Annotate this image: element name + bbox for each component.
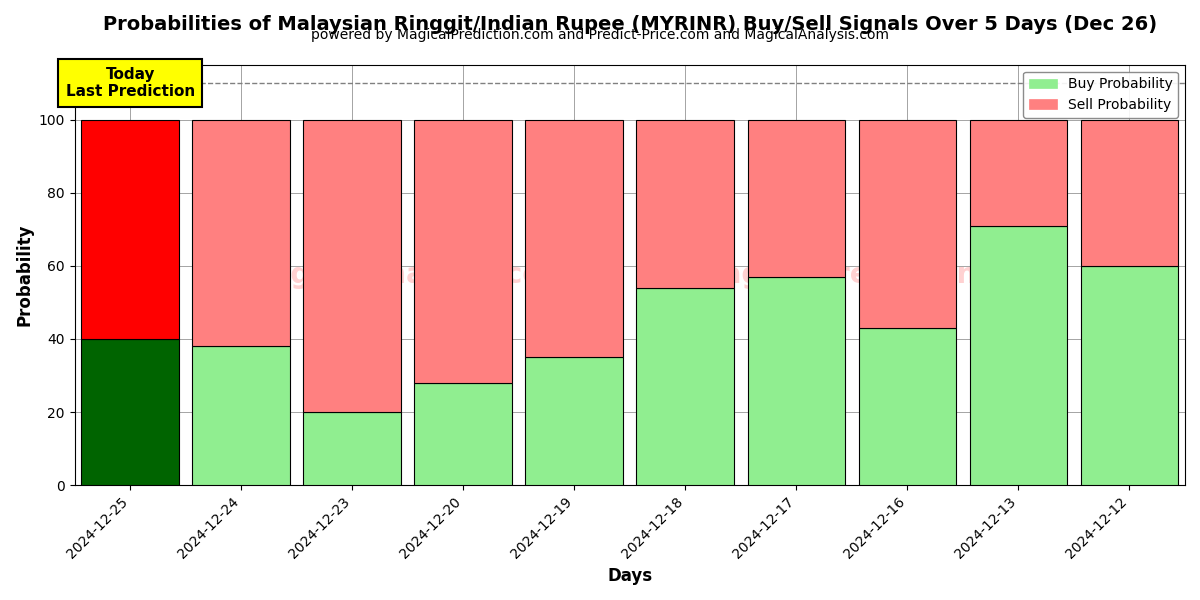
Bar <box>526 357 623 485</box>
Text: MagicalAnalysis.com: MagicalAnalysis.com <box>245 261 571 289</box>
Bar <box>526 119 623 357</box>
Title: Probabilities of Malaysian Ringgit/Indian Rupee (MYRINR) Buy/Sell Signals Over 5: Probabilities of Malaysian Ringgit/India… <box>103 15 1157 34</box>
Bar <box>304 412 401 485</box>
Bar <box>82 339 179 485</box>
Text: MagicalPrediction.com: MagicalPrediction.com <box>696 261 1052 289</box>
Bar <box>414 383 512 485</box>
Bar <box>858 119 956 328</box>
Bar <box>1081 119 1178 266</box>
Bar <box>970 226 1067 485</box>
Bar <box>858 328 956 485</box>
Bar <box>192 346 290 485</box>
Y-axis label: Probability: Probability <box>16 224 34 326</box>
X-axis label: Days: Days <box>607 567 653 585</box>
Bar <box>970 119 1067 226</box>
Bar <box>414 119 512 383</box>
Bar <box>82 119 179 339</box>
Bar <box>1081 266 1178 485</box>
Text: powered by MagicalPrediction.com and Predict-Price.com and MagicalAnalysis.com: powered by MagicalPrediction.com and Pre… <box>311 28 889 42</box>
Bar <box>636 119 734 288</box>
Legend: Buy Probability, Sell Probability: Buy Probability, Sell Probability <box>1024 71 1178 118</box>
Bar <box>748 119 845 277</box>
Text: Today
Last Prediction: Today Last Prediction <box>66 67 194 99</box>
Bar <box>304 119 401 412</box>
Bar <box>636 288 734 485</box>
Bar <box>192 119 290 346</box>
Bar <box>748 277 845 485</box>
